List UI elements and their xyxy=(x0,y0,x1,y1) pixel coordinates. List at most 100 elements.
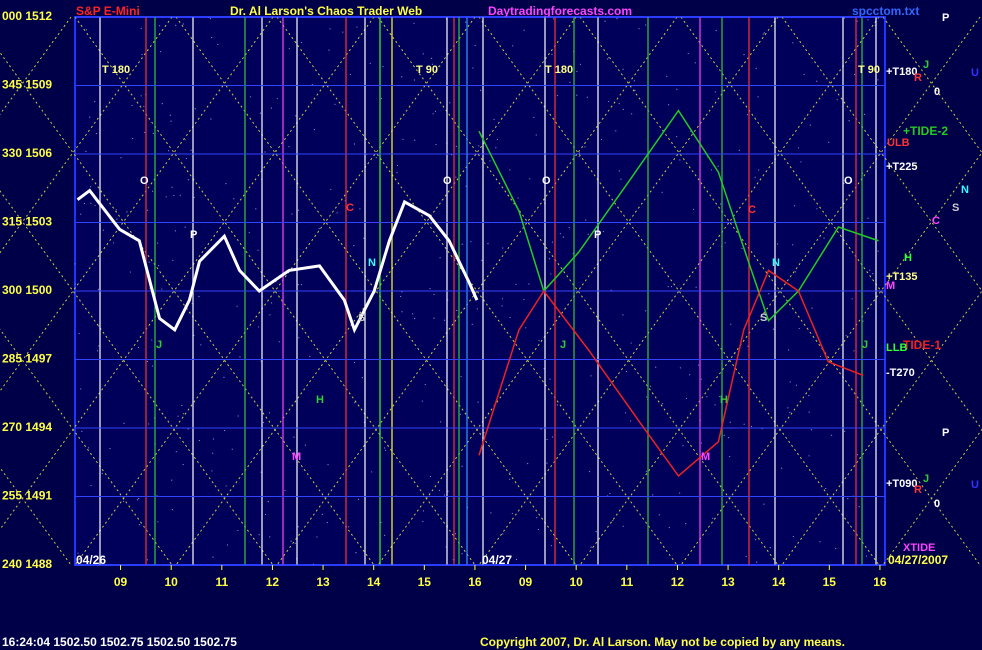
star xyxy=(700,378,702,380)
star xyxy=(618,170,620,172)
star xyxy=(74,283,76,285)
star xyxy=(620,178,622,180)
x-tick-label: 14 xyxy=(367,575,381,589)
annotation: XTIDE xyxy=(903,542,935,554)
x-tick-label: 14 xyxy=(772,575,786,589)
diagonal xyxy=(579,16,981,566)
star xyxy=(590,375,592,377)
star xyxy=(551,241,554,243)
star xyxy=(487,243,489,245)
star xyxy=(745,555,747,558)
star xyxy=(509,471,511,473)
star xyxy=(792,535,794,538)
star xyxy=(600,138,603,141)
star xyxy=(853,350,855,352)
star xyxy=(529,178,531,180)
star xyxy=(794,271,797,273)
star xyxy=(606,58,609,60)
annotation: U xyxy=(971,67,979,79)
series-line xyxy=(76,188,479,334)
star xyxy=(836,99,838,101)
x-tick-label: 10 xyxy=(165,575,179,589)
star xyxy=(661,403,664,405)
star xyxy=(264,513,267,516)
star xyxy=(316,536,318,538)
star xyxy=(298,337,300,339)
star xyxy=(334,103,336,105)
star xyxy=(309,355,311,358)
diagonal xyxy=(175,16,577,566)
star xyxy=(131,104,133,107)
star xyxy=(816,208,818,210)
star xyxy=(270,302,273,304)
star xyxy=(845,335,847,337)
star xyxy=(148,261,150,263)
annotation: P xyxy=(942,427,949,439)
star xyxy=(655,366,657,368)
star xyxy=(502,533,504,535)
star xyxy=(615,130,617,132)
star xyxy=(609,492,611,495)
star xyxy=(349,73,351,76)
annotation: ULB xyxy=(887,137,910,149)
star xyxy=(146,209,148,211)
star xyxy=(371,471,373,473)
star xyxy=(481,259,483,261)
star xyxy=(523,298,525,301)
star xyxy=(645,310,647,312)
diagonal xyxy=(0,16,375,531)
star xyxy=(212,438,215,440)
star xyxy=(537,528,539,531)
star xyxy=(402,138,404,140)
star xyxy=(493,118,495,121)
star xyxy=(682,445,684,447)
star xyxy=(174,230,176,232)
star xyxy=(185,157,187,160)
star xyxy=(741,247,743,249)
star xyxy=(152,190,154,192)
star xyxy=(795,384,798,386)
star xyxy=(645,24,647,26)
star xyxy=(422,510,425,512)
star xyxy=(828,141,830,143)
star xyxy=(612,520,614,522)
x-tick-label: 13 xyxy=(721,575,735,589)
star xyxy=(667,286,669,288)
annotation: +T135 xyxy=(886,271,918,283)
star xyxy=(634,89,636,91)
star xyxy=(165,196,167,198)
star xyxy=(869,269,871,271)
annotation: T 90 xyxy=(416,64,438,76)
star xyxy=(652,494,654,496)
star xyxy=(231,448,233,450)
star xyxy=(687,52,689,55)
star xyxy=(171,479,173,481)
star xyxy=(269,314,271,316)
star xyxy=(212,556,214,558)
star xyxy=(297,526,299,528)
star xyxy=(353,361,356,364)
star xyxy=(719,203,722,205)
star xyxy=(618,102,620,105)
star xyxy=(120,157,122,159)
star xyxy=(248,232,250,234)
star xyxy=(171,509,174,511)
star xyxy=(578,152,580,154)
star xyxy=(223,429,226,432)
star xyxy=(137,346,140,349)
star xyxy=(719,395,721,398)
star xyxy=(455,176,457,178)
diagonal xyxy=(74,16,476,566)
star xyxy=(422,520,424,523)
diagonal xyxy=(478,16,880,566)
series-line xyxy=(478,109,879,323)
star xyxy=(94,101,96,103)
star xyxy=(715,29,717,32)
star xyxy=(361,377,363,379)
star xyxy=(712,517,714,519)
star xyxy=(858,506,860,508)
star xyxy=(551,53,553,55)
star xyxy=(798,327,800,330)
star xyxy=(551,436,554,438)
star xyxy=(255,208,257,210)
